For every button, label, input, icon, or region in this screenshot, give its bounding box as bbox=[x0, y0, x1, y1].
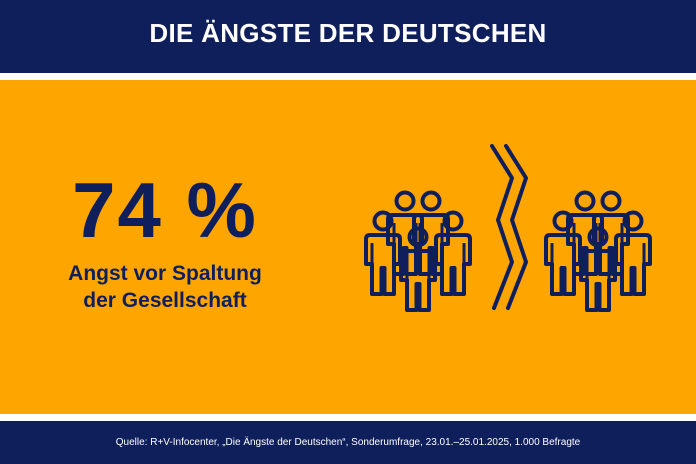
stat-value: 74 % bbox=[72, 166, 258, 254]
people-group-icon-right bbox=[546, 193, 650, 311]
stat-label-line2: der Gesellschaft bbox=[83, 289, 247, 312]
footer-bar: Quelle: R+V-Infocenter, „Die Ängste der … bbox=[0, 421, 696, 464]
stat-label-line1: Angst vor Spaltung bbox=[68, 262, 262, 285]
source-note: Quelle: R+V-Infocenter, „Die Ängste der … bbox=[115, 437, 581, 448]
page-title: DIE ÄNGSTE DER DEUTSCHEN bbox=[149, 18, 547, 48]
stat-label: Angst vor Spaltung der Gesellschaft bbox=[40, 260, 290, 314]
crack-divider-icon bbox=[490, 144, 528, 310]
header-bar: DIE ÄNGSTE DER DEUTSCHEN bbox=[0, 0, 696, 73]
main-panel: 74 % Angst vor Spaltung der Gesellschaft bbox=[0, 80, 696, 414]
people-group-icon-left bbox=[366, 193, 470, 311]
society-split-illustration bbox=[360, 144, 660, 311]
